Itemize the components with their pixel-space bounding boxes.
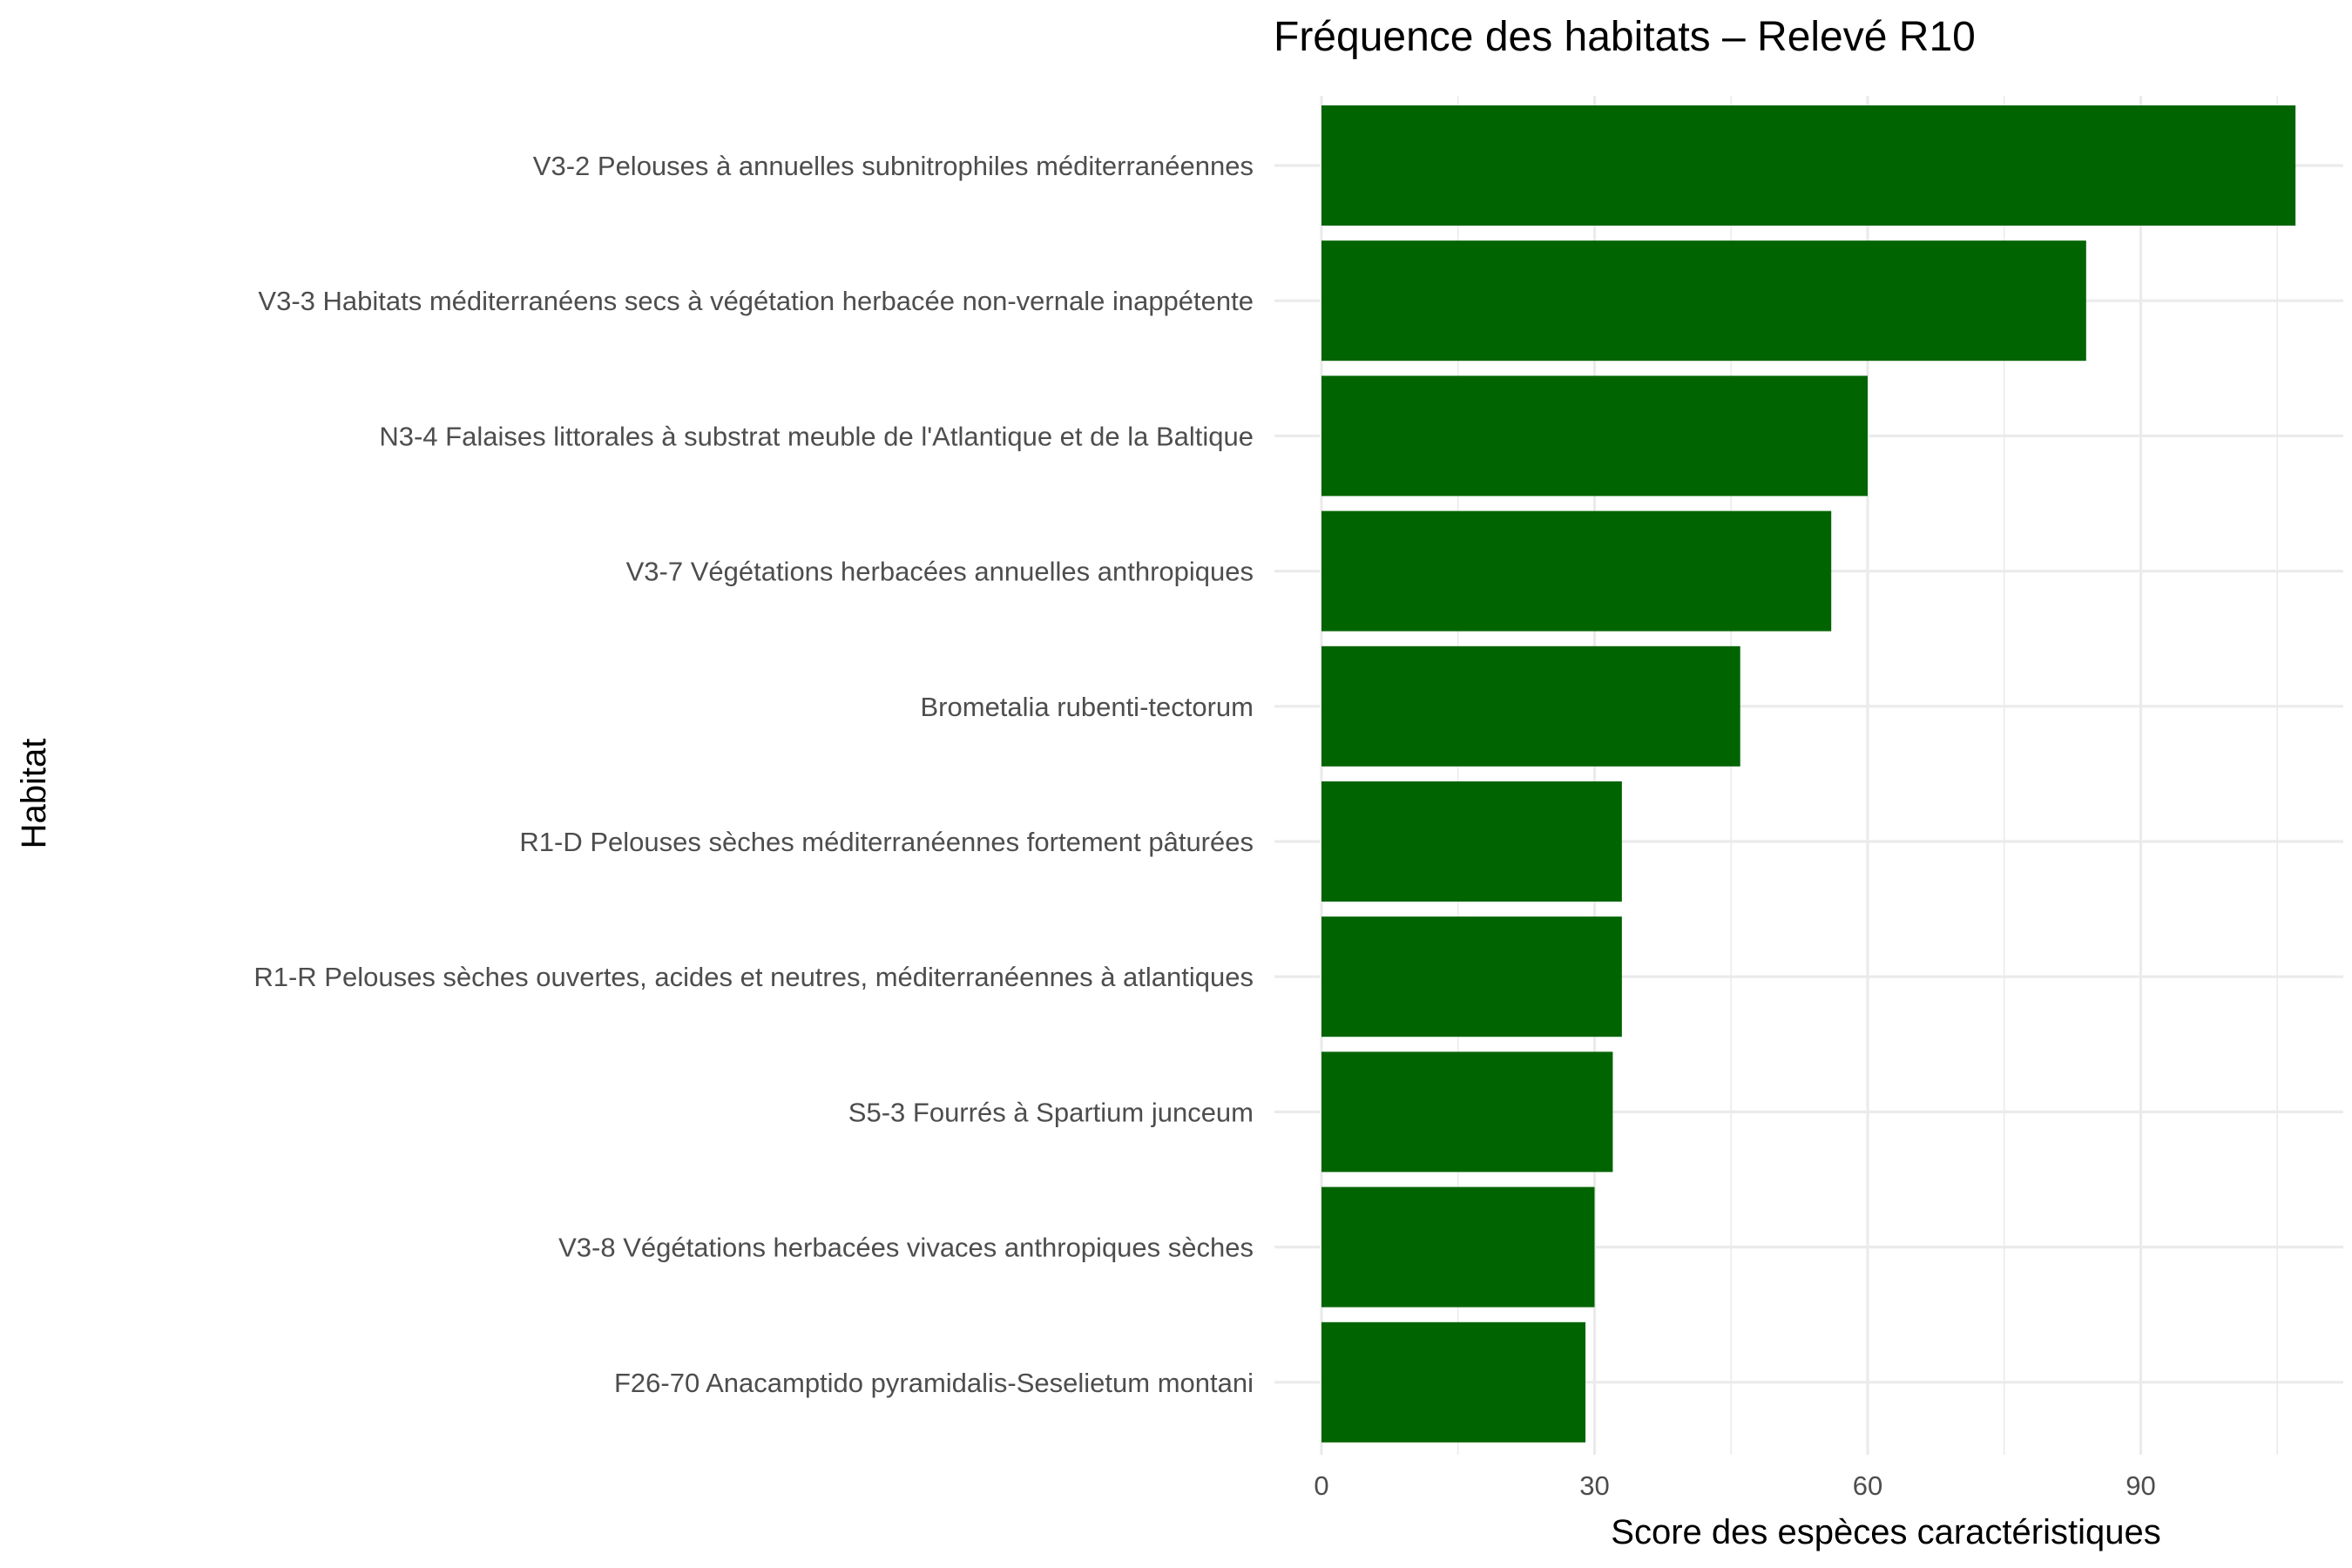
x-tick-labels: 0 30 60 90 [1314,1470,2155,1501]
category-label: V3-8 Végétations herbacées vivaces anthr… [558,1233,1254,1263]
bar [1321,781,1622,902]
bar [1321,510,1832,632]
bar [1321,1186,1595,1308]
x-tick-label: 90 [2126,1470,2155,1501]
category-label: V3-3 Habitats méditerranéens secs à végé… [258,286,1254,316]
category-label: N3-4 Falaises littorales à substrat meub… [379,421,1254,451]
x-tick-label: 0 [1314,1470,1328,1501]
chart-title: Fréquence des habitats – Relevé R10 [1274,14,1976,60]
category-label: R1-R Pelouses sèches ouvertes, acides et… [253,962,1254,992]
category-label: Brometalia rubenti-tectorum [921,692,1254,722]
category-label: V3-7 Végétations herbacées annuelles ant… [626,557,1254,587]
bar [1321,1051,1613,1173]
bars [1321,105,2296,1443]
category-label: V3-2 Pelouses à annuelles subnitrophiles… [533,151,1254,181]
category-label: F26-70 Anacamptido pyramidalis-Seselietu… [614,1368,1254,1398]
bar [1321,916,1622,1037]
category-labels: V3-2 Pelouses à annuelles subnitrophiles… [253,151,1254,1398]
bar [1321,645,1740,767]
bar [1321,1321,1586,1443]
x-axis-title: Score des espèces caractéristiques [1611,1513,2160,1551]
bar [1321,375,1868,497]
x-tick-label: 30 [1579,1470,1609,1501]
y-axis-title: Habitat [15,739,53,849]
bar [1321,105,2296,226]
category-label: S5-3 Fourrés à Spartium junceum [848,1097,1254,1127]
category-label: R1-D Pelouses sèches méditerranéennes fo… [519,827,1254,857]
x-tick-label: 60 [1853,1470,1882,1501]
bar [1321,240,2086,362]
